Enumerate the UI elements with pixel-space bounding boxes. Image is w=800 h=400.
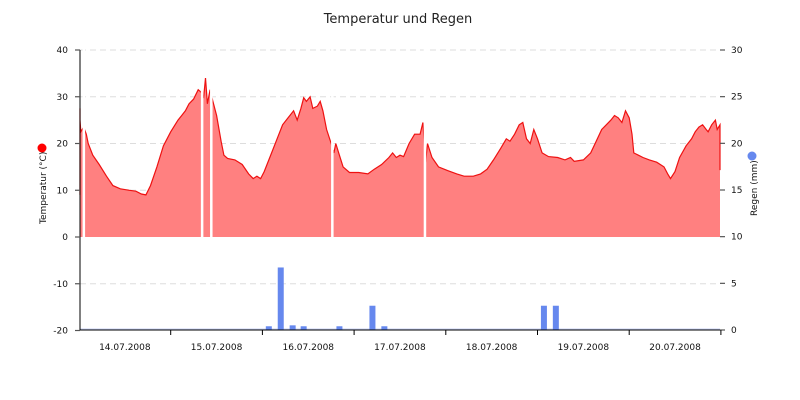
svg-text:40: 40: [57, 46, 69, 56]
svg-text:25: 25: [731, 93, 742, 103]
svg-text:10: 10: [57, 186, 69, 196]
rain-legend-dot: [747, 151, 757, 161]
svg-text:30: 30: [57, 93, 69, 103]
svg-text:30: 30: [731, 46, 743, 56]
left-axis-ticks: 40 30 20 10 0 -10 -20: [53, 46, 80, 337]
temperature-area: [61, 40, 721, 238]
left-axis-title: Temperatur (°C): [39, 152, 49, 225]
svg-text:14.07.2008: 14.07.2008: [99, 343, 151, 353]
right-axis-title: Regen (mm): [750, 160, 760, 216]
svg-text:10: 10: [731, 233, 743, 243]
svg-text:0: 0: [731, 326, 737, 336]
svg-text:0: 0: [62, 233, 68, 243]
svg-text:15.07.2008: 15.07.2008: [191, 343, 243, 353]
svg-text:16.07.2008: 16.07.2008: [282, 343, 334, 353]
svg-text:20.07.2008: 20.07.2008: [649, 343, 701, 353]
x-axis-ticks: 14.07.2008 15.07.2008 16.07.2008 17.07.2008…: [99, 330, 722, 353]
svg-text:20: 20: [57, 140, 69, 150]
svg-text:-10: -10: [53, 280, 68, 290]
svg-text:5: 5: [731, 279, 737, 289]
chart-title: Temperatur und Regen: [323, 12, 473, 27]
rain-bars: [80, 267, 720, 330]
right-axis-ticks: 30 25 20 15 10 5 0: [720, 46, 743, 336]
temperature-legend-dot: [37, 143, 47, 153]
svg-text:18.07.2008: 18.07.2008: [466, 343, 518, 353]
svg-text:19.07.2008: 19.07.2008: [558, 343, 610, 353]
svg-text:-20: -20: [53, 327, 68, 337]
svg-text:15: 15: [731, 186, 742, 196]
svg-text:17.07.2008: 17.07.2008: [374, 343, 426, 353]
svg-text:20: 20: [731, 139, 743, 149]
